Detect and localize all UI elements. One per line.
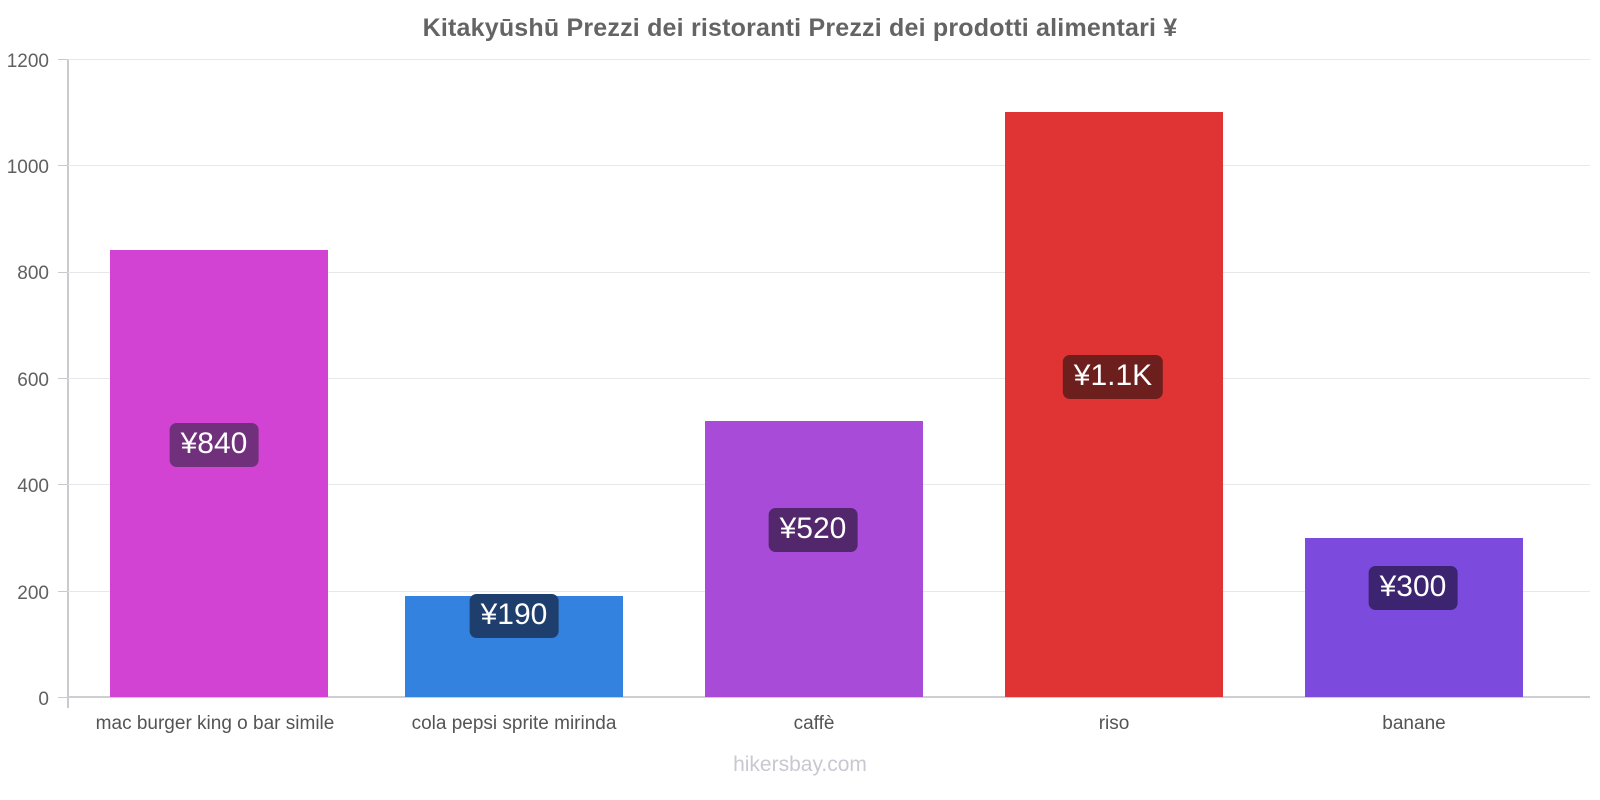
y-tick-label-800: 800 [17, 263, 49, 284]
x-axis-line [68, 696, 1590, 698]
x-tick-label-cola-pepsi-sprite-mirinda: cola pepsi sprite mirinda [411, 713, 617, 734]
x-axis-start-tick [67, 698, 69, 708]
y-tick-mark-1200 [58, 59, 68, 60]
x-tick-label-mac-burger-king-o-bar-simile: mac burger king o bar simile [95, 713, 335, 734]
y-tick-mark-400 [58, 484, 68, 485]
value-label-cola-pepsi-sprite-mirinda: ¥190 [469, 594, 559, 638]
x-tick-label-riso: riso [1098, 713, 1130, 734]
plot-area [68, 59, 1590, 697]
bar-banane[interactable] [1305, 537, 1523, 697]
value-label-mac-burger-king-o-bar-simile: ¥840 [169, 423, 259, 467]
gridline-1200 [68, 59, 1590, 60]
y-tick-label-400: 400 [17, 476, 49, 497]
y-tick-label-1200: 1200 [6, 51, 49, 72]
value-label-banane: ¥300 [1368, 566, 1458, 610]
y-tick-mark-200 [58, 591, 68, 592]
bar-caffe[interactable] [705, 420, 923, 697]
chart-title: Kitakyūshū Prezzi dei ristoranti Prezzi … [422, 14, 1178, 42]
y-tick-mark-600 [58, 378, 68, 379]
y-tick-mark-1000 [58, 165, 68, 166]
y-tick-label-1000: 1000 [6, 157, 49, 178]
x-tick-label-banane: banane [1382, 713, 1446, 734]
gridline-1000 [68, 165, 1590, 166]
bar-riso[interactable] [1005, 112, 1223, 697]
value-label-riso: ¥1.1K [1062, 355, 1164, 399]
y-tick-mark-800 [58, 272, 68, 273]
y-tick-label-600: 600 [17, 370, 49, 391]
bar-mac-burger-king-o-bar-simile[interactable] [110, 250, 328, 697]
y-tick-label-200: 200 [17, 583, 49, 604]
gridline-800 [68, 272, 1590, 273]
footer-watermark: hikersbay.com [733, 753, 867, 776]
y-tick-mark-0 [58, 697, 68, 698]
x-tick-label-caffe: caffè [793, 713, 835, 734]
y-tick-label-0: 0 [38, 689, 49, 710]
value-label-caffe: ¥520 [768, 508, 858, 552]
gridline-600 [68, 378, 1590, 379]
